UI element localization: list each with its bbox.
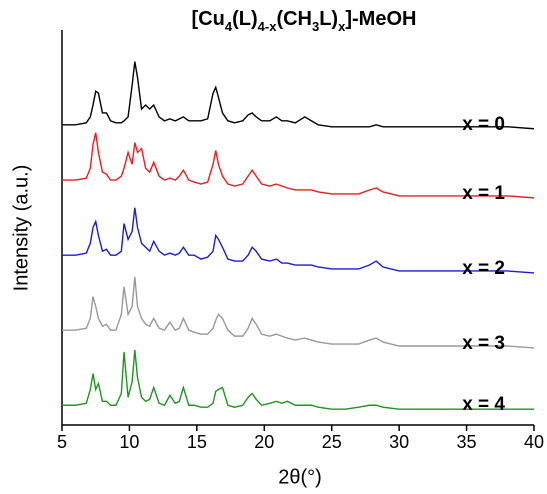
title-part: L)	[319, 8, 338, 30]
title-part: x	[338, 19, 346, 34]
x-tick-label: 5	[57, 432, 67, 452]
x-tick-label: 30	[389, 432, 409, 452]
title-part: ]-MeOH	[345, 8, 416, 30]
y-axis-label: Intensity (a.u.)	[10, 165, 32, 292]
title-part: 4-x	[258, 19, 278, 34]
series-line	[62, 276, 535, 349]
title-part: (L)	[232, 8, 258, 30]
series-line	[62, 207, 535, 274]
series-label: x = 0	[462, 114, 505, 135]
x-tick-label: 20	[254, 432, 274, 452]
chart-title: [Cu4(L)4-x(CH3L)x]-MeOH	[192, 8, 417, 34]
x-axis-label: 2θ(°)	[278, 466, 322, 488]
series-label: x = 2	[462, 258, 505, 279]
x-tick-label: 15	[187, 432, 207, 452]
series-label: x = 1	[462, 183, 505, 204]
series-label: x = 3	[462, 333, 505, 354]
x-tick-label: 35	[457, 432, 477, 452]
x-tick-label: 40	[524, 432, 544, 452]
series-line	[62, 61, 535, 130]
series-label: x = 4	[462, 394, 505, 415]
title-part: 4	[225, 19, 233, 34]
title-part: (CH	[276, 8, 312, 30]
series-line	[62, 349, 534, 410]
series-line	[62, 132, 535, 199]
title-part: [Cu	[192, 8, 225, 30]
x-tick-label: 25	[322, 432, 342, 452]
title-part: 3	[312, 19, 319, 34]
x-tick-label: 10	[119, 432, 139, 452]
